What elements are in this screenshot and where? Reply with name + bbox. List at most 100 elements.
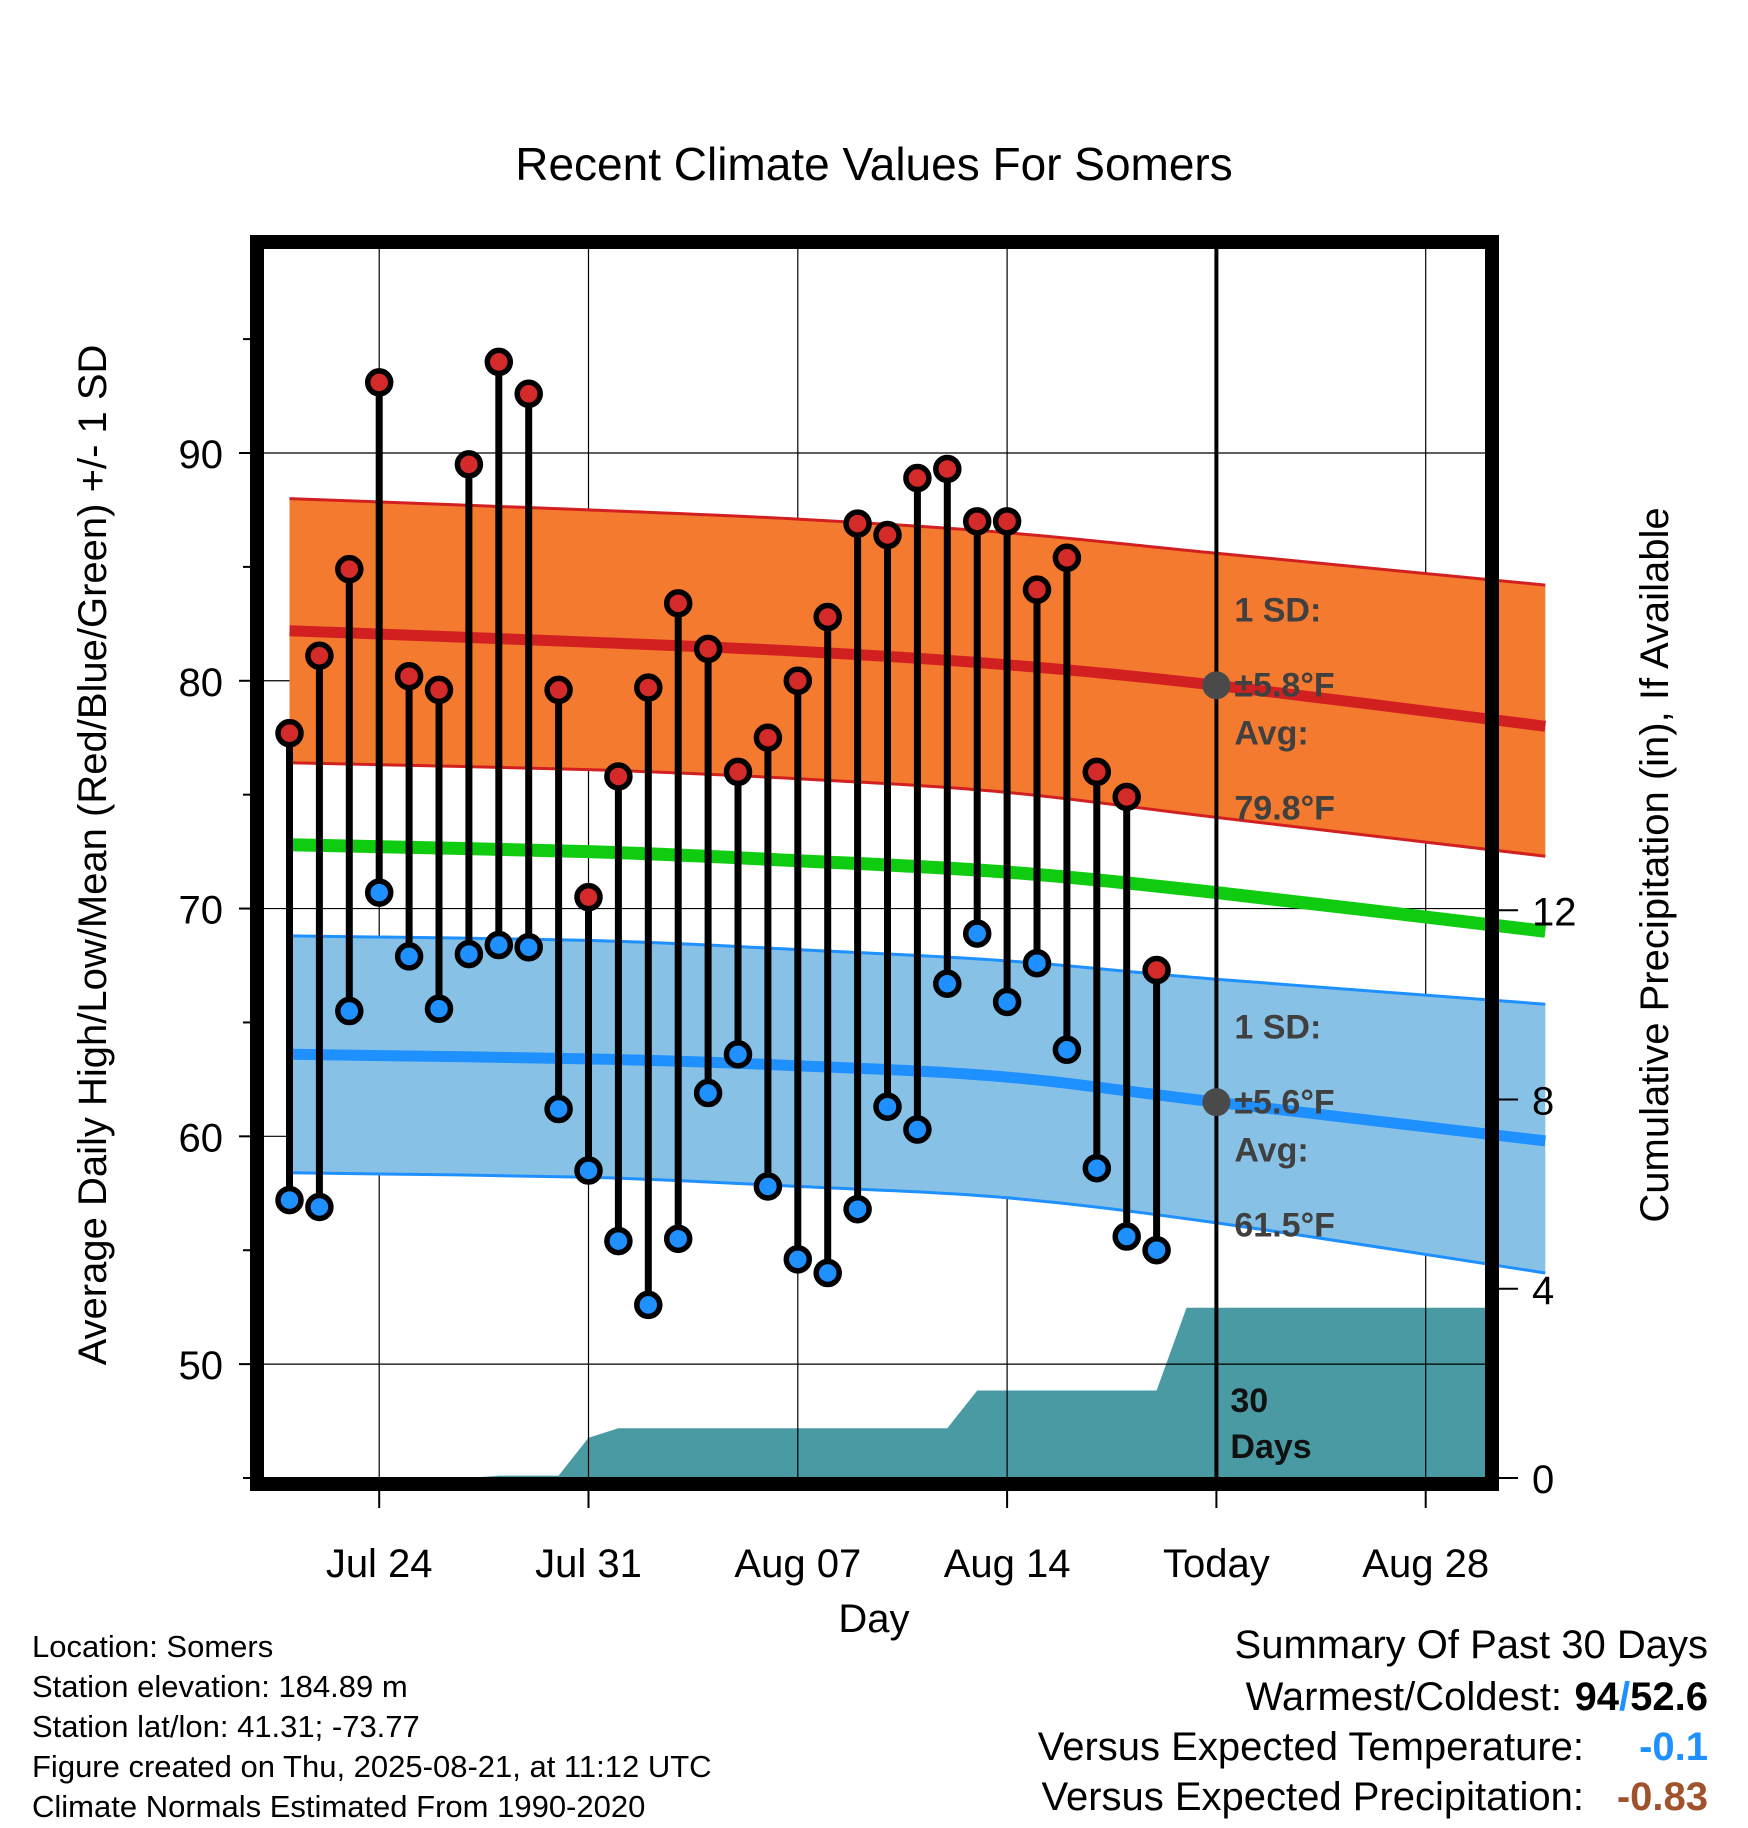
- y-right-tick-label: 4: [1532, 1269, 1554, 1313]
- daily-low-point: [544, 1094, 573, 1124]
- precipitation-value: -0.83: [1616, 1775, 1708, 1819]
- daily-low-point: [1022, 948, 1052, 978]
- daily-low-point: [275, 1185, 304, 1215]
- daily-high-point: [933, 454, 962, 484]
- daily-low-point: [514, 933, 543, 962]
- y-left-tick-label: 50: [179, 1344, 224, 1388]
- daily-high-point: [992, 507, 1022, 536]
- daily-low-point: [962, 919, 992, 948]
- daily-high-point: [454, 450, 484, 479]
- daily-high-point: [1142, 955, 1171, 985]
- temperature-label: Versus Expected Temperature:: [1037, 1725, 1584, 1769]
- daily-high-point: [1052, 543, 1082, 573]
- y-left-tick-label: 90: [179, 433, 224, 477]
- y-left-tick-label: 60: [179, 1116, 224, 1160]
- high-avg-label: Avg:: [1234, 715, 1308, 753]
- warmest-coldest-value: 94/52.6: [1562, 1672, 1708, 1722]
- elevation-text: Station elevation: 184.89 m: [32, 1669, 408, 1704]
- daily-low-point: [454, 939, 484, 969]
- normal-low-line: [289, 1048, 1546, 1147]
- daily-low-point: [634, 1290, 663, 1320]
- plot-area: 1 SD: ±5.8°F Avg: 79.8°F 1 SD: ±5.6°F Avg: 61.5…: [179, 235, 1577, 1586]
- daily-low-point: [723, 1040, 753, 1069]
- daily-low-point: [604, 1226, 633, 1256]
- daily-high-point: [514, 379, 543, 409]
- x-tick-label: Aug 14: [944, 1542, 1071, 1586]
- summary-panel: Summary Of Past 30 Days Warmest/Coldest:…: [808, 1620, 1708, 1822]
- daily-low-point: [783, 1245, 813, 1274]
- daily-high-point: [604, 762, 633, 791]
- y-left-tick-label: 80: [179, 661, 224, 705]
- daily-low-point: [903, 1115, 932, 1144]
- today-high-avg-marker: [1202, 671, 1231, 700]
- low-avg-value: 61.5°F: [1234, 1207, 1335, 1245]
- precipitation-label: Versus Expected Precipitation:: [1041, 1775, 1584, 1819]
- low-sd-band-lower-edge: [289, 1171, 1546, 1275]
- coldest-value: 52.6: [1630, 1675, 1708, 1719]
- daily-low-point: [364, 878, 394, 907]
- station-info: Location: Somers Station elevation: 184.…: [32, 1627, 712, 1827]
- y-left-tick-label: 70: [179, 889, 224, 933]
- daily-low-point: [424, 994, 454, 1024]
- x-tick-label: Today: [1163, 1542, 1270, 1586]
- low-avg-label: Avg:: [1234, 1131, 1308, 1169]
- daily-high-point: [813, 602, 842, 632]
- plot-clip-group: [289, 1307, 1486, 1478]
- low-sd-label: 1 SD:: [1234, 1008, 1321, 1046]
- daily-high-point: [275, 718, 304, 748]
- x-tick-label: Aug 28: [1362, 1542, 1489, 1586]
- daily-low-point: [1142, 1235, 1171, 1265]
- created-text: Figure created on Thu, 2025-08-21, at 11…: [32, 1749, 712, 1784]
- y-right-tick-label: 0: [1532, 1458, 1554, 1502]
- daily-high-point: [394, 661, 424, 691]
- daily-low-point: [1052, 1035, 1082, 1065]
- plot-frame: [250, 235, 1499, 1491]
- daily-low-point: [335, 996, 364, 1026]
- window-days-label: Days: [1230, 1428, 1311, 1466]
- normals-text: Climate Normals Estimated From 1990-2020: [32, 1789, 646, 1824]
- y-axis-right-title: Cumulative Precipitation (in), If Availa…: [1633, 507, 1677, 1222]
- daily-low-point: [663, 1224, 693, 1254]
- daily-low-point: [484, 930, 514, 960]
- y-right-tick-label: 12: [1532, 890, 1577, 934]
- high-sd-label: 1 SD:: [1234, 592, 1321, 630]
- daily-low-point: [693, 1078, 723, 1108]
- daily-low-point: [394, 942, 424, 971]
- daily-high-point: [663, 589, 693, 618]
- daily-high-point: [1082, 757, 1112, 787]
- daily-high-point: [783, 666, 813, 696]
- daily-low-point: [574, 1156, 603, 1185]
- location-text: Location: Somers: [32, 1629, 274, 1664]
- daily-high-point: [693, 634, 723, 664]
- daily-low-point: [813, 1258, 842, 1288]
- low-sd-value: ±5.6°F: [1234, 1084, 1334, 1122]
- high-sd-value: ±5.8°F: [1234, 667, 1334, 705]
- temperature-row: Versus Expected Temperature: -0.1: [808, 1722, 1708, 1772]
- daily-high-point: [364, 368, 394, 397]
- y-axis-left-title: Average Daily High/Low/Mean (Red/Blue/Gr…: [71, 345, 115, 1366]
- daily-high-point: [903, 463, 932, 493]
- warmest-value: 94: [1574, 1675, 1620, 1719]
- daily-high-point: [574, 882, 603, 912]
- latlon-text: Station lat/lon: 41.31; -73.77: [32, 1709, 420, 1744]
- x-tick-label: Jul 31: [535, 1542, 642, 1586]
- high-avg-value: 79.8°F: [1234, 790, 1335, 828]
- daily-high-point: [1022, 575, 1052, 604]
- x-axis-title: Day: [838, 1597, 909, 1641]
- daily-high-point: [544, 675, 573, 705]
- temperature-value: -0.1: [1639, 1725, 1708, 1769]
- daily-high-point: [873, 520, 902, 550]
- daily-high-point: [962, 507, 992, 536]
- daily-high-point: [1112, 782, 1141, 812]
- value-separator: /: [1619, 1675, 1631, 1719]
- daily-high-point: [335, 554, 364, 584]
- summary-title: Summary Of Past 30 Days: [1234, 1623, 1708, 1667]
- precipitation-row: Versus Expected Precipitation: -0.83: [808, 1772, 1708, 1822]
- daily-high-point: [484, 347, 514, 377]
- x-tick-label: Aug 07: [734, 1542, 861, 1586]
- daily-high-point: [723, 757, 753, 787]
- daily-low-point: [843, 1194, 872, 1224]
- warmest-coldest-label: Warmest/Coldest:: [1245, 1675, 1562, 1719]
- daily-low-point: [1082, 1153, 1112, 1183]
